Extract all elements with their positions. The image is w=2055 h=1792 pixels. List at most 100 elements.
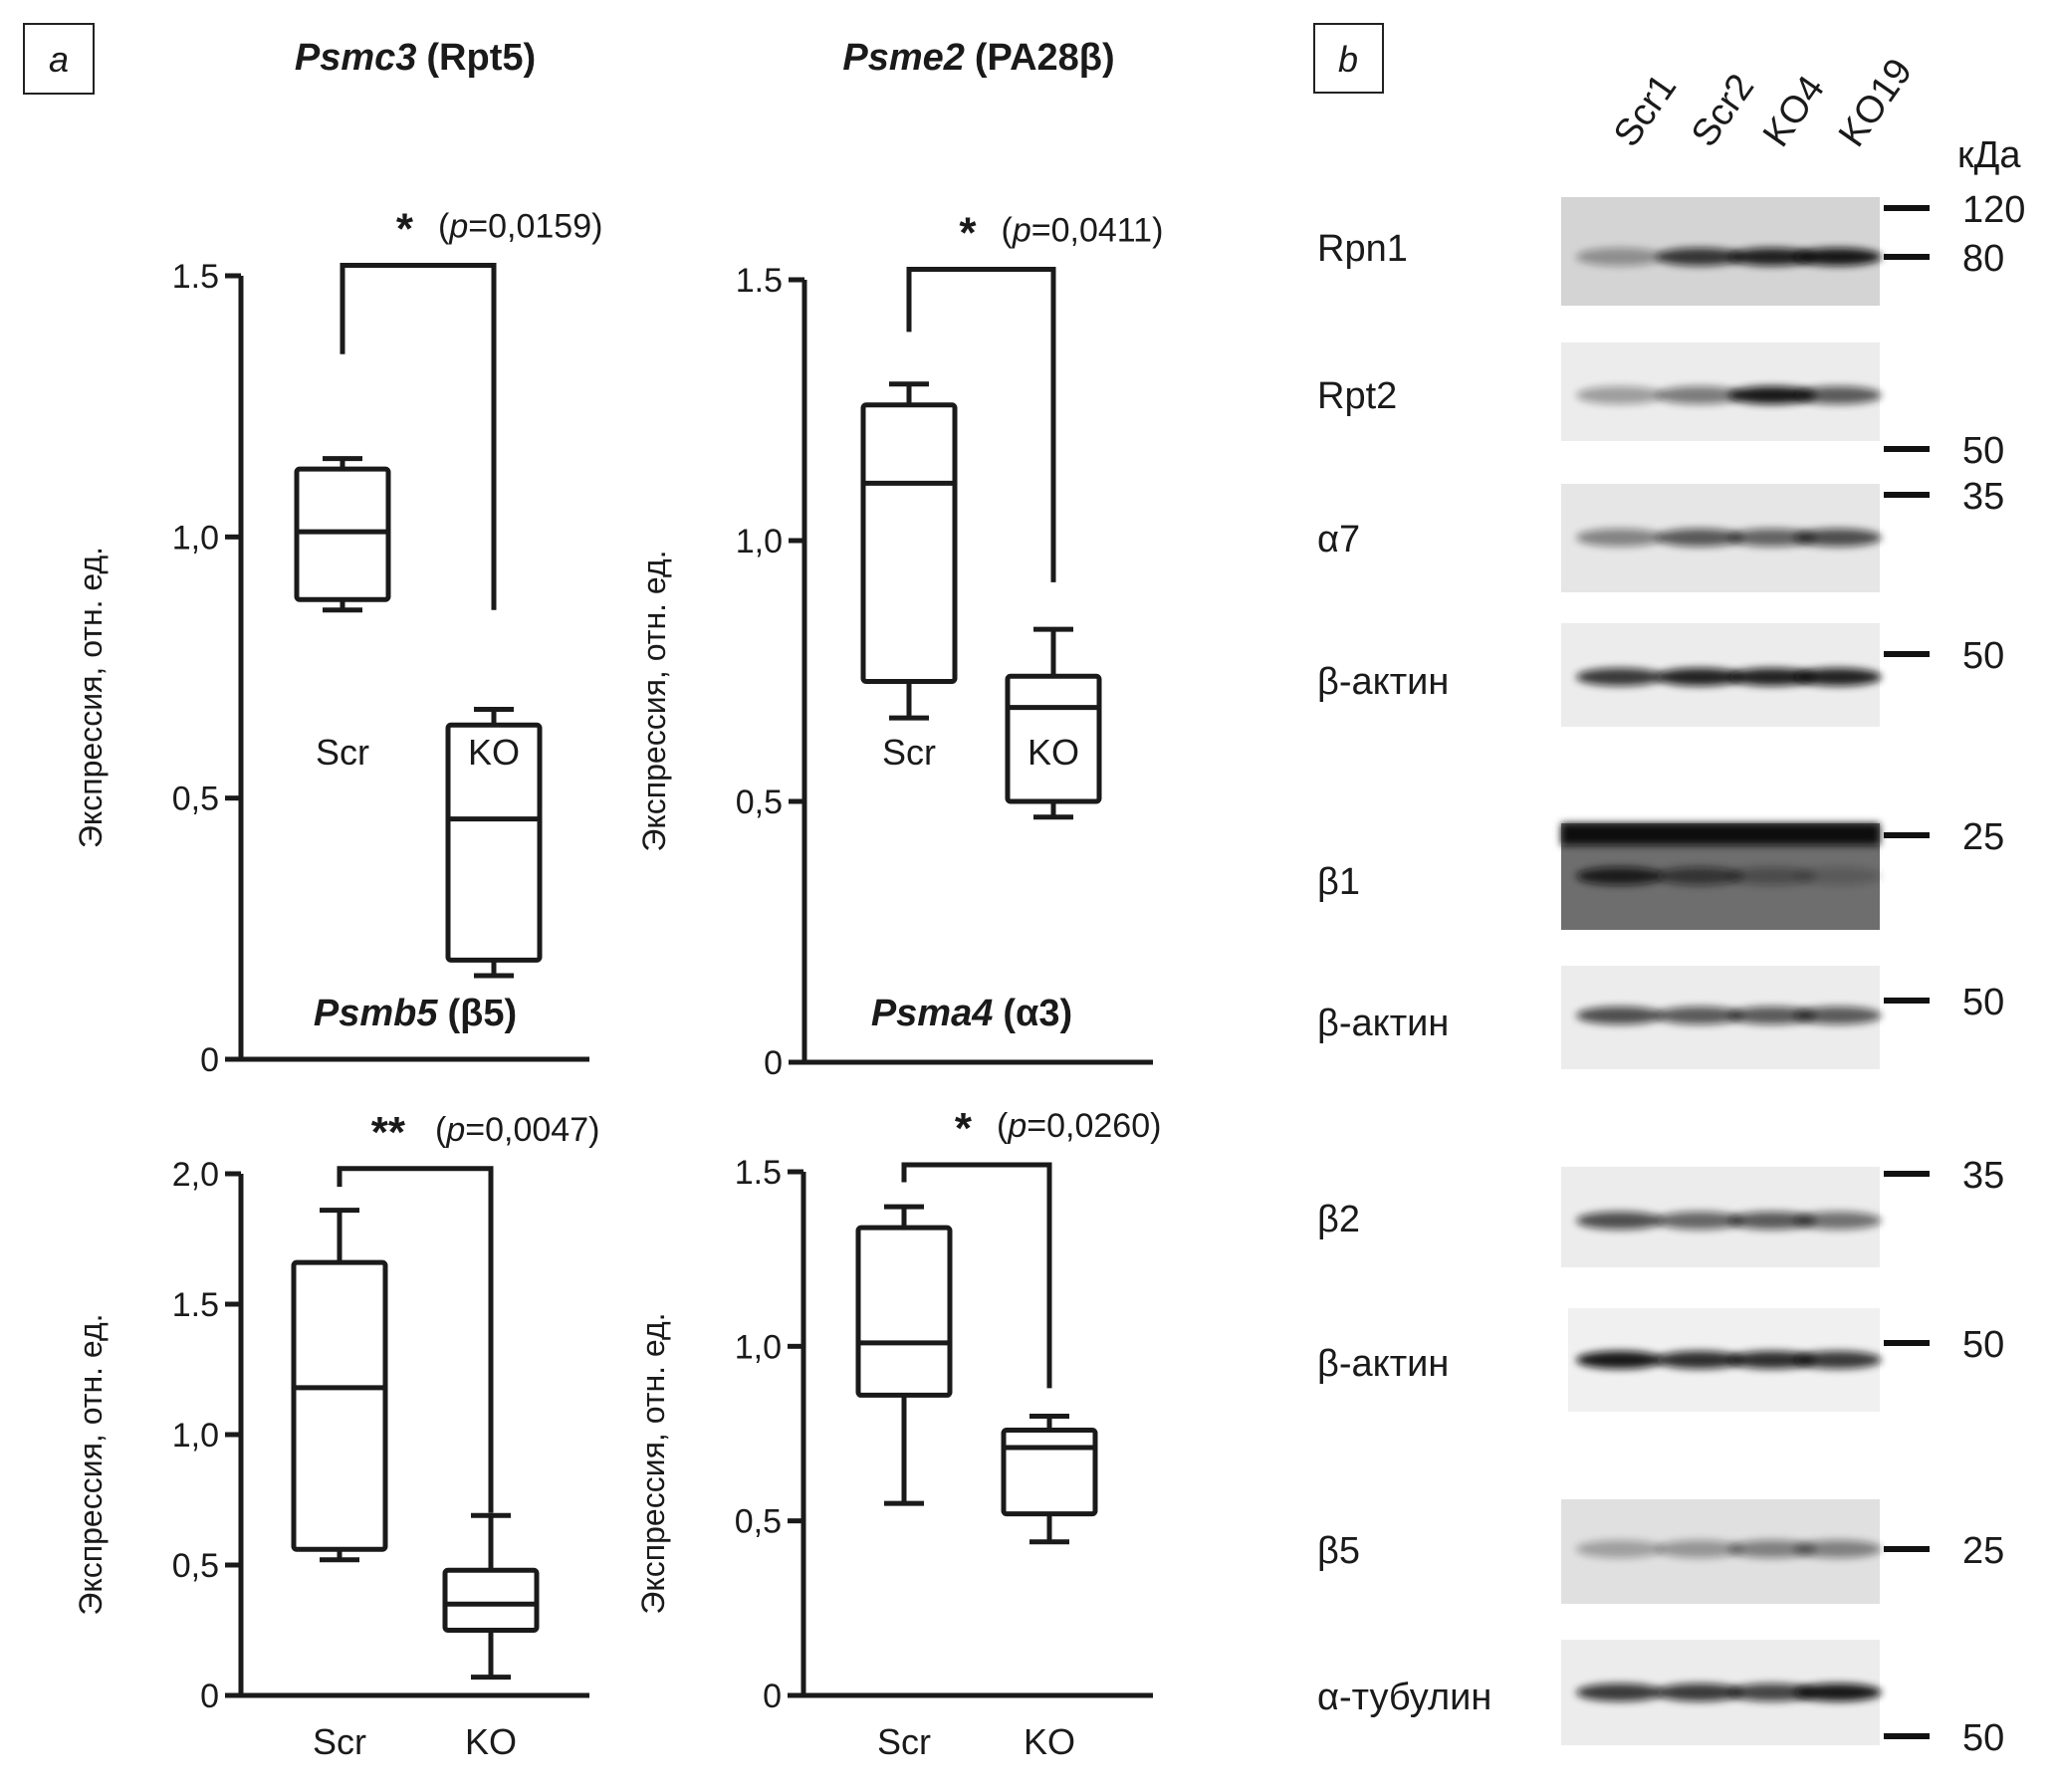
y-tick-label: 0 bbox=[200, 1678, 219, 1715]
box-scr bbox=[860, 381, 958, 721]
y-tick-label: 1.5 bbox=[736, 262, 783, 300]
blot-row-9: α-тубулин bbox=[1317, 1640, 1882, 1745]
marker-label: 50 bbox=[1962, 982, 2004, 1023]
p-symbol: p bbox=[1007, 1107, 1027, 1145]
blot-row-7: β-актин bbox=[1317, 1308, 1882, 1412]
band bbox=[1728, 1683, 1816, 1701]
title-protein: (Rpt5) bbox=[426, 37, 536, 79]
y-tick-label: 0 bbox=[200, 1041, 219, 1079]
p-open: ( bbox=[438, 208, 450, 246]
p-number: =0,0159) bbox=[468, 208, 602, 246]
title-gene: Psma4 bbox=[871, 993, 994, 1034]
band bbox=[1656, 386, 1743, 404]
marker-label: 25 bbox=[1962, 816, 2004, 858]
lane-label: Scr1 bbox=[1606, 67, 1685, 154]
box-scr bbox=[294, 456, 391, 613]
p-value: (p=0,0411) bbox=[1002, 212, 1164, 250]
band bbox=[1728, 1540, 1816, 1558]
box-ko bbox=[442, 1512, 540, 1680]
y-tick-label: 1,0 bbox=[735, 1328, 782, 1366]
band bbox=[1576, 1212, 1664, 1230]
y-tick-label: 1,0 bbox=[736, 523, 783, 560]
band bbox=[1656, 1007, 1743, 1024]
band bbox=[1656, 1540, 1743, 1558]
chart-title: Psme2 (PA28β) bbox=[842, 37, 1114, 79]
significance-bracket bbox=[906, 267, 1056, 582]
box-ko bbox=[1001, 1413, 1098, 1545]
marker-label: 50 bbox=[1962, 430, 2004, 472]
band bbox=[1794, 668, 1882, 686]
lane-label: Scr2 bbox=[1684, 67, 1762, 154]
box-plot-psmb5: Psmb5 (β5) 0 0,5 1,0 1.5 2,0 Экспрессия, отн. е… bbox=[73, 993, 599, 1762]
blot-row-6: β2 bbox=[1317, 1167, 1882, 1267]
title-gene: Psmb5 bbox=[314, 993, 438, 1034]
band bbox=[1656, 529, 1743, 547]
y-tick-label: 0 bbox=[763, 1678, 782, 1715]
blot-row-2: α7 bbox=[1317, 484, 1882, 592]
significance-bracket bbox=[901, 1162, 1052, 1389]
band bbox=[1576, 668, 1664, 686]
panel-a-letter: a bbox=[49, 39, 69, 80]
y-tick-label: 0,5 bbox=[735, 1503, 782, 1541]
iqr-box bbox=[860, 402, 958, 684]
p-open: ( bbox=[435, 1111, 447, 1149]
x-category-label: Scr bbox=[313, 1721, 366, 1762]
band bbox=[1728, 867, 1816, 885]
y-axis-label: Экспрессия, отн. ед. bbox=[73, 547, 109, 848]
blot-row-5: β-актин bbox=[1317, 966, 1882, 1069]
band bbox=[1794, 1007, 1882, 1024]
y-tick-label: 1,0 bbox=[172, 1417, 219, 1455]
blot-row-0: Rpn1 bbox=[1317, 197, 1882, 306]
band bbox=[1794, 1683, 1882, 1701]
marker-label: 50 bbox=[1962, 635, 2004, 677]
marker-label: 35 bbox=[1962, 476, 2004, 518]
blot-row-3: β-актин bbox=[1317, 623, 1882, 727]
chart-title: Psmc3 (Rpt5) bbox=[295, 37, 536, 79]
band bbox=[1576, 1683, 1664, 1701]
iqr-box bbox=[291, 1259, 388, 1552]
blot-row-label: β-актин bbox=[1317, 1343, 1449, 1385]
blot-row-label: Rpn1 bbox=[1317, 228, 1408, 270]
title-gene: Psme2 bbox=[842, 37, 965, 79]
y-axis-label: Экспрессия, отн. ед. bbox=[73, 1313, 109, 1615]
significance-bracket bbox=[337, 1166, 494, 1513]
band bbox=[1794, 867, 1882, 885]
title-gene: Psmc3 bbox=[295, 37, 417, 79]
band bbox=[1728, 529, 1816, 547]
iqr-box bbox=[855, 1225, 953, 1398]
band bbox=[1576, 1007, 1664, 1024]
p-value: (p=0,0159) bbox=[438, 208, 602, 246]
p-value: (p=0,0047) bbox=[435, 1111, 599, 1149]
y-tick-label: 1.5 bbox=[172, 258, 219, 296]
p-number: =0,0411) bbox=[1031, 212, 1164, 250]
panel-b-label: b bbox=[1313, 23, 1384, 94]
marker-label: 120 bbox=[1962, 189, 2025, 231]
title-protein: (PA28β) bbox=[975, 37, 1115, 79]
p-number: =0,0260) bbox=[1027, 1107, 1161, 1145]
band bbox=[1656, 867, 1743, 885]
box-plot-psmc3: Psmc3 (Rpt5) 0 0,5 1,0 1.5 Экспрессия, отн. ед… bbox=[73, 37, 602, 1079]
x-category-label: KO bbox=[468, 732, 520, 773]
box-scr bbox=[855, 1204, 953, 1506]
panel-a-label: a bbox=[23, 23, 95, 95]
y-tick-label: 1.5 bbox=[172, 1286, 219, 1324]
title-protein: (β5) bbox=[447, 993, 517, 1034]
band bbox=[1794, 1540, 1882, 1558]
box-ko bbox=[445, 706, 543, 979]
y-tick-label: 2,0 bbox=[172, 1156, 219, 1194]
p-symbol: p bbox=[445, 1111, 465, 1149]
marker-label: 35 bbox=[1962, 1155, 2004, 1197]
title-protein: (α3) bbox=[1003, 993, 1072, 1034]
blot-row-label: α-тубулин bbox=[1317, 1677, 1491, 1718]
band bbox=[1576, 1351, 1664, 1369]
marker-label: 80 bbox=[1962, 238, 2004, 280]
blot-row-1: Rpt2 bbox=[1317, 342, 1882, 441]
y-tick-label: 0,5 bbox=[172, 1547, 219, 1585]
p-symbol: p bbox=[448, 208, 468, 246]
band bbox=[1794, 529, 1882, 547]
significance-bracket bbox=[340, 263, 497, 610]
y-tick-label: 0,5 bbox=[172, 781, 219, 818]
x-category-label: Scr bbox=[316, 732, 369, 773]
